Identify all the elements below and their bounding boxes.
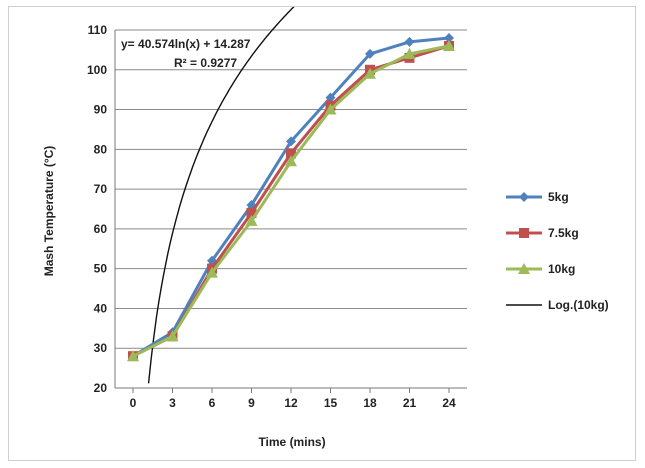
data-point-5kg <box>286 136 296 147</box>
data-point-5kg <box>444 32 454 43</box>
tick-labels: 20 30 40 50 60 70 80 90 100 110 0 3 6 9 12 15 18 21 24 <box>87 23 456 410</box>
legend-item-10kg: 10kg <box>506 262 575 276</box>
data-point-10kg <box>403 47 416 59</box>
trendline-equation: y= 40.574ln(x) + 14.287 <box>121 37 251 51</box>
legend-marker <box>518 263 530 274</box>
legend-label: 10kg <box>548 262 575 276</box>
data-point-7-5kg <box>286 148 296 159</box>
legend-marker <box>519 192 529 202</box>
legend-label: Log.(10kg) <box>548 298 609 312</box>
data-point-5kg <box>404 36 415 47</box>
legend: 5kg 7.5kg 10kg Log.(10kg) <box>506 190 609 312</box>
series-5kg <box>128 32 454 362</box>
legend-item-log-10kg-: Log.(10kg) <box>506 298 609 312</box>
gridlines <box>115 29 467 389</box>
x-tick-label: 12 <box>284 396 298 410</box>
data-point-10kg <box>443 39 455 51</box>
y-tick-label: 20 <box>94 381 108 395</box>
data-point-10kg <box>166 330 179 342</box>
y-axis-title: Mash Temperature (°C) <box>42 146 56 277</box>
legend-label: 5kg <box>548 190 569 204</box>
x-tick-label: 15 <box>324 396 338 410</box>
legend-label: 7.5kg <box>548 226 579 240</box>
data-point-10kg <box>324 103 337 115</box>
y-tick-label: 30 <box>94 341 108 355</box>
x-tick-label: 24 <box>442 396 456 410</box>
series-7-5kg <box>128 40 454 362</box>
x-axis-title: Time (mins) <box>258 435 325 449</box>
series-line-7-5kg <box>132 44 450 358</box>
x-tick-label: 6 <box>209 396 216 410</box>
data-point-5kg <box>365 48 375 59</box>
series-layer <box>127 32 455 362</box>
y-tick-label: 110 <box>88 23 108 37</box>
legend-item-7-5kg: 7.5kg <box>506 226 579 240</box>
y-tick-label: 80 <box>94 142 108 156</box>
line-chart: 20 30 40 50 60 70 80 90 100 110 0 3 6 9 12 15 18 21 24 y= … <box>42 0 609 449</box>
y-tick-label: 50 <box>94 262 108 276</box>
x-tick-label: 21 <box>403 396 417 410</box>
data-point-10kg <box>206 266 218 278</box>
data-point-10kg <box>245 214 258 226</box>
y-tick-label: 90 <box>94 103 108 117</box>
legend-item-5kg: 5kg <box>506 190 569 204</box>
y-tick-label: 60 <box>94 222 108 236</box>
y-tick-label: 40 <box>94 301 108 315</box>
data-point-5kg <box>325 92 336 103</box>
x-tick-label: 18 <box>363 396 377 410</box>
data-point-7-5kg <box>246 207 257 218</box>
axes <box>114 30 467 393</box>
x-tick-label: 3 <box>169 396 176 410</box>
series-line-10kg <box>132 44 450 358</box>
data-point-5kg <box>207 255 217 266</box>
data-point-10kg <box>127 350 139 362</box>
legend-marker <box>519 228 529 238</box>
chart-frame: 20 30 40 50 60 70 80 90 100 110 0 3 6 9 12 15 18 21 24 y= … <box>8 0 636 461</box>
data-point-10kg <box>364 67 376 79</box>
y-tick-label: 70 <box>94 182 108 196</box>
x-tick-label: 9 <box>248 396 255 410</box>
y-tick-label: 100 <box>87 63 107 77</box>
x-tick-label: 0 <box>130 396 137 410</box>
data-point-10kg <box>285 155 297 167</box>
trendline-r-squared: R² = 0.9277 <box>174 56 237 70</box>
series-10kg <box>127 39 455 362</box>
